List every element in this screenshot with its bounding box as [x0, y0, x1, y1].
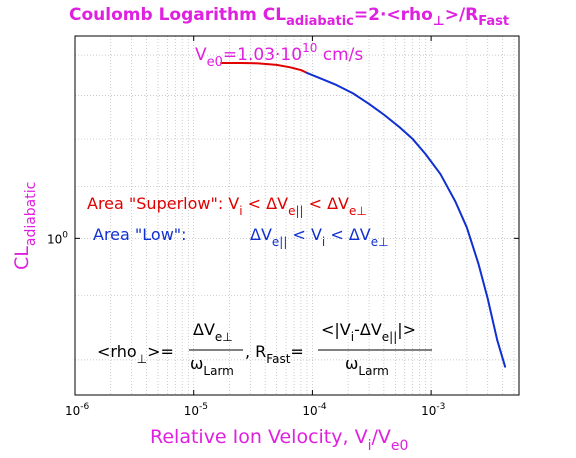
- y-ticks: 100: [47, 230, 519, 246]
- series-line-1: [220, 61, 308, 74]
- x-tick-label: 10-3: [421, 402, 445, 418]
- y-tick-label: 100: [47, 230, 68, 246]
- plot-frame: [74, 35, 520, 396]
- x-tick-label: 10-5: [184, 402, 208, 418]
- annotation-low-label: Area "Low":: [93, 225, 187, 244]
- formula-rho: <rho⊥>=: [97, 342, 174, 366]
- x-ticks: 10-6 10-5 10-4 10-3: [65, 36, 445, 418]
- x-axis-label: Relative Ion Velocity, Vi/Ve0: [150, 426, 408, 454]
- annotation-low-expr: ΔVe|| < Vi < ΔVe⊥: [250, 225, 389, 249]
- x-tick-label: 10-6: [65, 402, 90, 418]
- formula-mid: , RFast=: [245, 342, 304, 366]
- series-line-2: [305, 71, 507, 368]
- subtitle: Ve0=1.03·1010 cm/s: [195, 41, 363, 70]
- y-axis-label: CLadiabatic: [11, 182, 39, 270]
- x-tick-label: 10-4: [302, 402, 327, 418]
- formula-num2: <|Vi-ΔVe|||>: [321, 320, 416, 344]
- formula-den2: ωLarm: [345, 354, 389, 378]
- annotation-superlow: Area "Superlow": Vi < ΔVe|| < ΔVe⊥: [87, 194, 367, 218]
- chart-title: Coulomb Logarithm CLadiabatic=2·<rho⊥>/R…: [69, 5, 509, 29]
- formula-den1: ωLarm: [190, 354, 234, 378]
- grid: [74, 36, 519, 395]
- formula-num1: ΔVe⊥: [193, 320, 233, 344]
- series-group: [220, 61, 507, 368]
- formula: <rho⊥>= ΔVe⊥ ωLarm , RFast= <|Vi-ΔVe|||>…: [97, 320, 432, 378]
- plot-area: 10-6 10-5 10-4 10-3 100: [47, 35, 520, 418]
